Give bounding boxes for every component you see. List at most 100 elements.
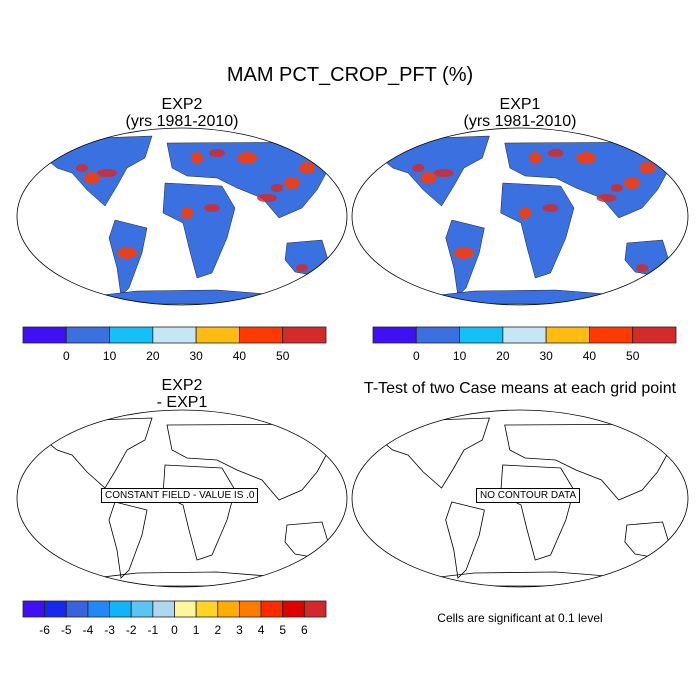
colorbar-swatch [372,326,417,344]
crop-hotspot [529,152,542,164]
colorbar-tick-label: 10 [103,349,117,363]
crop-hotspot [271,184,283,192]
colorbar-tick-label: -5 [61,623,72,637]
colorbar-tick-label: 5 [279,623,286,637]
colorbar-swatch [87,600,110,618]
panel2-subtitle: (yrs 1981-2010) [463,113,577,130]
crop-hotspot [433,169,454,177]
map-panel-2 [351,127,689,306]
crop-hotspot [624,177,640,189]
colorbar-tick-label: 40 [583,349,597,363]
colorbar-tick-label: 30 [189,349,203,363]
panel1-title: EXP2 [161,96,203,113]
panel4-title: T-Test of two Case means at each grid po… [363,380,677,397]
map-border [16,409,348,588]
colorbar-tick-label: 50 [626,349,640,363]
panel2-title: EXP1 [499,96,541,113]
colorbar-tick-label: -1 [148,623,159,637]
map-panel-3 [16,409,348,588]
crop-hotspot [542,204,559,212]
colorbar-swatch [589,326,634,344]
map-panel-1 [16,127,348,306]
colorbar-swatch [109,326,154,344]
colorbar-swatch [632,326,677,344]
colorbar-tick-label: 2 [214,623,221,637]
colorbar-tick-label: 1 [193,623,200,637]
colorbar-swatch [195,326,240,344]
crop-hotspot [420,172,437,184]
crop-hotspot [454,247,474,259]
colorbar-tick-label: 0 [171,623,178,637]
colorbar-tick-label: -4 [83,623,94,637]
crop-hotspot [412,164,425,172]
colorbar-tick-label: 0 [63,349,70,363]
map-border [16,127,348,306]
colorbar-tick-label: -6 [39,623,50,637]
colorbar-swatch [545,326,590,344]
colorbar-swatch [152,326,197,344]
colorbar-swatch [109,600,132,618]
colorbar-swatch [22,326,67,344]
continents [376,135,679,305]
colorbar-swatch [152,600,175,618]
crop-hotspot [97,169,117,177]
main-title: MAM PCT_CROP_PFT (%) [226,64,474,86]
colorbar-tick-label: 20 [496,349,510,363]
crop-hotspot [209,149,225,157]
no-contour-label: NO CONTOUR DATA [476,488,581,503]
crop-hotspot [76,164,88,172]
crop-hotspot [596,194,617,202]
colorbar-swatch [282,600,305,618]
colorbar-tick-label: -3 [104,623,115,637]
crop-hotspot [84,172,100,184]
colorbar-swatch [22,600,46,618]
colorbar-diff: -6 -5 -4 -3 -2 -1 0 1 2 3 4 5 6 [22,600,327,637]
colorbar-swatch [282,326,327,344]
colorbar-swatch [303,600,327,618]
colorbar-tick-label: -2 [126,623,137,637]
colorbar-tick-label: 40 [233,349,247,363]
colorbar-tick-label: 3 [236,623,243,637]
crop-hotspot [639,162,656,174]
colorbar-tick-label: 6 [301,623,308,637]
colorbar-swatch [130,600,154,618]
colorbar-swatch [217,600,240,618]
colorbar-tick-label: 30 [539,349,553,363]
significance-note: Cells are significant at 0.1 level [437,611,603,625]
colorbar-swatch [415,326,460,344]
panel3-subtitle: - EXP1 [156,394,208,411]
crop-hotspot [237,152,257,164]
colorbar-swatch [65,326,110,344]
crop-hotspot [576,152,597,164]
crop-hotspot [296,264,308,272]
colorbar-tick-label: 50 [276,349,290,363]
panel3-title: EXP2 [161,377,203,394]
colorbar-swatch [65,600,89,618]
colorbar-exp2: 0 10 20 30 40 50 [22,326,327,363]
colorbar-swatch [260,600,284,618]
panel1-subtitle: (yrs 1981-2010) [125,113,239,130]
crop-hotspot [257,194,277,202]
map-panel-4 [351,409,689,588]
crop-hotspot [547,149,564,157]
map-border [351,409,689,588]
colorbar-swatch [174,600,197,618]
colorbar-tick-label: 0 [413,349,420,363]
colorbar-swatch [502,326,547,344]
colorbar-swatch [195,600,219,618]
crop-hotspot [299,162,315,174]
crop-hotspot [204,204,220,212]
colorbar-swatch [239,600,262,618]
crop-hotspot [117,247,137,259]
constant-field-label: CONSTANT FIELD - VALUE IS .0 [101,488,259,503]
crop-hotspot [636,264,649,272]
colorbar-exp1: 0 10 20 30 40 50 [372,326,677,363]
crop-hotspot [181,207,193,219]
crop-hotspot [284,177,300,189]
colorbar-tick-label: 10 [453,349,467,363]
map-border [351,127,689,306]
continents [41,135,338,305]
crop-hotspot [610,184,623,192]
